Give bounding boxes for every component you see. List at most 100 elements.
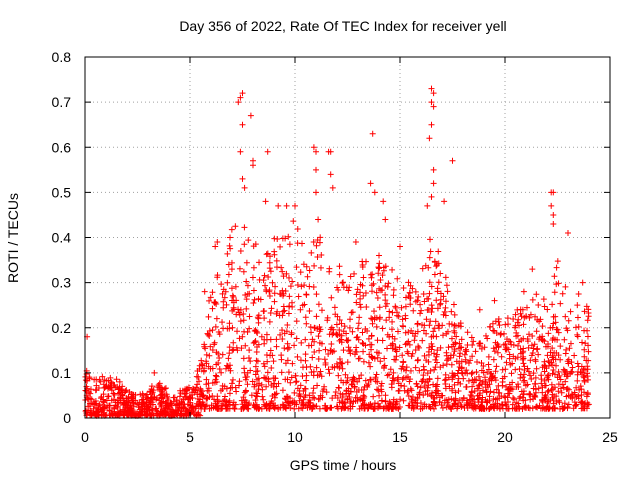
data-point bbox=[317, 234, 324, 241]
data-point bbox=[431, 350, 438, 357]
data-point bbox=[269, 279, 276, 286]
data-point bbox=[368, 341, 375, 348]
data-point bbox=[250, 339, 257, 346]
data-point bbox=[218, 281, 225, 288]
data-point bbox=[362, 377, 369, 384]
data-point bbox=[400, 284, 407, 291]
data-point bbox=[221, 294, 228, 301]
data-point bbox=[381, 362, 388, 369]
data-point bbox=[539, 323, 546, 330]
data-point bbox=[584, 391, 591, 398]
data-point bbox=[149, 389, 156, 396]
data-point bbox=[553, 362, 560, 369]
data-point bbox=[432, 356, 439, 363]
data-point bbox=[444, 399, 451, 406]
data-point bbox=[499, 402, 506, 409]
data-point bbox=[426, 254, 433, 261]
data-point bbox=[514, 354, 521, 361]
data-point bbox=[111, 391, 118, 398]
data-point bbox=[423, 316, 430, 323]
y-tick-label: 0.6 bbox=[52, 139, 72, 155]
data-point bbox=[359, 282, 366, 289]
data-point bbox=[195, 378, 202, 385]
data-point bbox=[528, 376, 535, 383]
data-point bbox=[529, 296, 536, 303]
data-point bbox=[451, 401, 458, 408]
data-point bbox=[322, 346, 329, 353]
data-point bbox=[563, 373, 570, 380]
data-point bbox=[205, 380, 212, 387]
data-point bbox=[581, 389, 588, 396]
data-point bbox=[308, 249, 315, 256]
data-point bbox=[333, 360, 340, 367]
x-axis-label: GPS time / hours bbox=[290, 457, 397, 473]
data-point bbox=[350, 374, 357, 381]
data-point bbox=[167, 400, 174, 407]
data-point bbox=[433, 351, 440, 358]
data-point bbox=[514, 319, 521, 326]
data-point bbox=[214, 239, 221, 246]
data-point bbox=[310, 368, 317, 375]
data-point bbox=[263, 251, 270, 258]
data-point bbox=[264, 358, 271, 365]
data-point bbox=[383, 300, 390, 307]
data-point bbox=[370, 393, 377, 400]
data-point bbox=[261, 315, 268, 322]
data-point bbox=[364, 327, 371, 334]
data-point bbox=[271, 298, 278, 305]
data-point bbox=[279, 335, 286, 342]
data-point bbox=[261, 272, 268, 279]
y-tick-label: 0.2 bbox=[52, 320, 72, 336]
data-point bbox=[477, 390, 484, 397]
data-point bbox=[480, 369, 487, 376]
data-point bbox=[194, 391, 201, 398]
data-point bbox=[347, 316, 354, 323]
data-point bbox=[290, 218, 297, 225]
data-point bbox=[442, 274, 449, 281]
data-point bbox=[368, 315, 375, 322]
data-point bbox=[237, 94, 244, 101]
data-point bbox=[562, 283, 569, 290]
data-point bbox=[541, 368, 548, 375]
data-point bbox=[242, 374, 249, 381]
data-point bbox=[253, 389, 260, 396]
data-point bbox=[535, 385, 542, 392]
data-point bbox=[457, 344, 464, 351]
data-point bbox=[203, 351, 210, 358]
data-point bbox=[228, 226, 235, 233]
data-point bbox=[481, 344, 488, 351]
data-point bbox=[433, 261, 440, 268]
data-point bbox=[240, 317, 247, 324]
data-point bbox=[417, 405, 424, 412]
data-point bbox=[448, 335, 455, 342]
data-point bbox=[375, 265, 382, 272]
data-point bbox=[441, 308, 448, 315]
data-point bbox=[315, 356, 322, 363]
data-point bbox=[268, 382, 275, 389]
data-point bbox=[508, 385, 515, 392]
data-point bbox=[213, 315, 220, 322]
data-point bbox=[496, 404, 503, 411]
data-point bbox=[574, 360, 581, 367]
data-point bbox=[575, 363, 582, 370]
data-point bbox=[318, 373, 325, 380]
data-point bbox=[270, 358, 277, 365]
data-point bbox=[426, 376, 433, 383]
data-point bbox=[280, 308, 287, 315]
data-point bbox=[435, 248, 442, 255]
data-point bbox=[228, 380, 235, 387]
data-point bbox=[551, 289, 558, 296]
data-point bbox=[235, 99, 242, 106]
data-point bbox=[264, 250, 271, 257]
data-point bbox=[410, 307, 417, 314]
data-point bbox=[130, 403, 137, 410]
data-point bbox=[561, 367, 568, 374]
data-point bbox=[189, 385, 196, 392]
data-point bbox=[228, 259, 235, 266]
data-point bbox=[452, 372, 459, 379]
data-point bbox=[391, 377, 398, 384]
data-point bbox=[253, 403, 260, 410]
data-point bbox=[420, 290, 427, 297]
data-point bbox=[339, 403, 346, 410]
data-point bbox=[427, 405, 434, 412]
